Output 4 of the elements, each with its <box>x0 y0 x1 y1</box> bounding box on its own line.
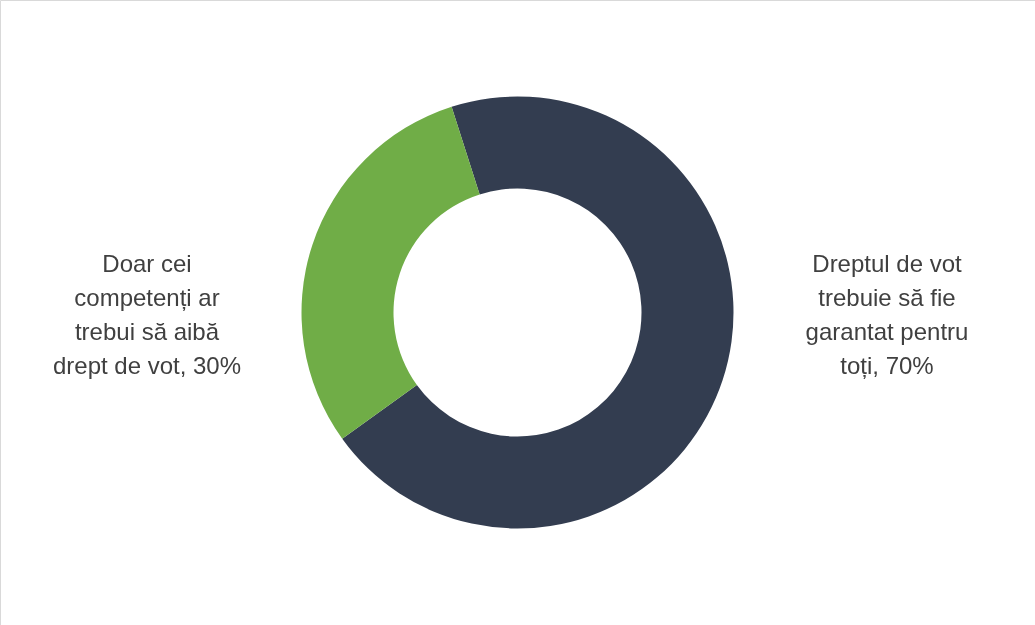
slice-label: Doar cei competenți ar trebui să aibă drept de vot, 30% <box>52 250 242 379</box>
donut-slice <box>301 106 480 439</box>
slice-label: Dreptul de vot trebuie să fie garantat pentru toți, 70% <box>805 250 969 379</box>
donut-slice <box>342 96 734 529</box>
